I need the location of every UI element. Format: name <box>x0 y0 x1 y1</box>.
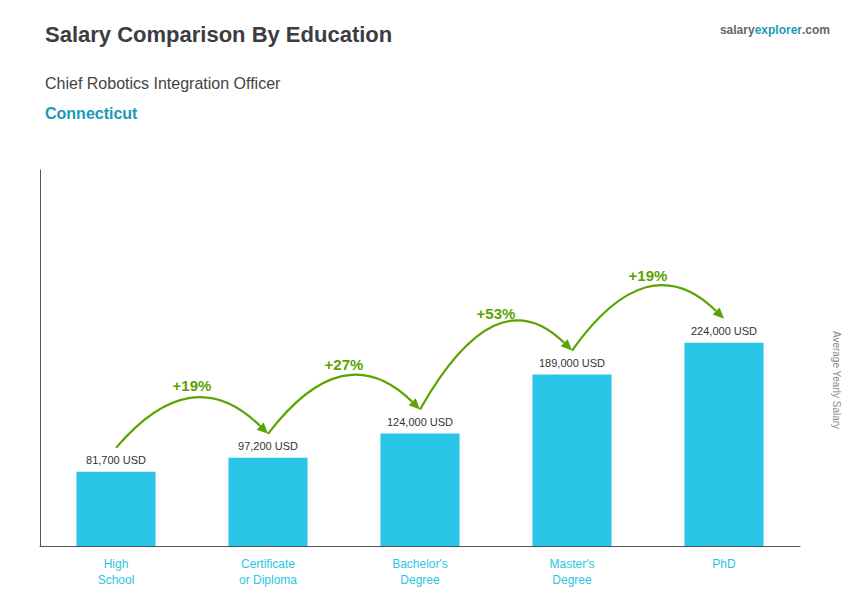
svg-text:81,700 USD: 81,700 USD <box>86 454 146 466</box>
svg-text:.com: .com <box>802 23 830 37</box>
svg-text:Connecticut: Connecticut <box>45 105 138 122</box>
svg-text:+27%: +27% <box>325 356 364 373</box>
svg-text:+53%: +53% <box>477 305 516 322</box>
svg-text:explorer: explorer <box>755 23 803 37</box>
svg-text:224,000 USD: 224,000 USD <box>691 325 757 337</box>
svg-text:salary: salary <box>720 23 755 37</box>
svg-text:189,000 USD: 189,000 USD <box>539 357 605 369</box>
svg-text:Master's: Master's <box>550 557 595 571</box>
svg-text:Degree: Degree <box>400 573 440 587</box>
svg-text:Certificate: Certificate <box>241 557 295 571</box>
svg-text:Salary Comparison By Education: Salary Comparison By Education <box>45 22 392 47</box>
svg-text:PhD: PhD <box>712 557 736 571</box>
svg-text:Bachelor's: Bachelor's <box>392 557 448 571</box>
svg-text:+19%: +19% <box>629 267 668 284</box>
svg-text:High: High <box>104 557 129 571</box>
svg-text:124,000 USD: 124,000 USD <box>387 416 453 428</box>
svg-text:Chief Robotics Integration Off: Chief Robotics Integration Officer <box>45 75 281 92</box>
svg-text:School: School <box>98 573 135 587</box>
svg-text:97,200 USD: 97,200 USD <box>238 440 298 452</box>
svg-text:Degree: Degree <box>552 573 592 587</box>
svg-text:or Diploma: or Diploma <box>239 573 297 587</box>
svg-text:Average Yearly Salary: Average Yearly Salary <box>831 331 842 429</box>
svg-text:+19%: +19% <box>173 377 212 394</box>
